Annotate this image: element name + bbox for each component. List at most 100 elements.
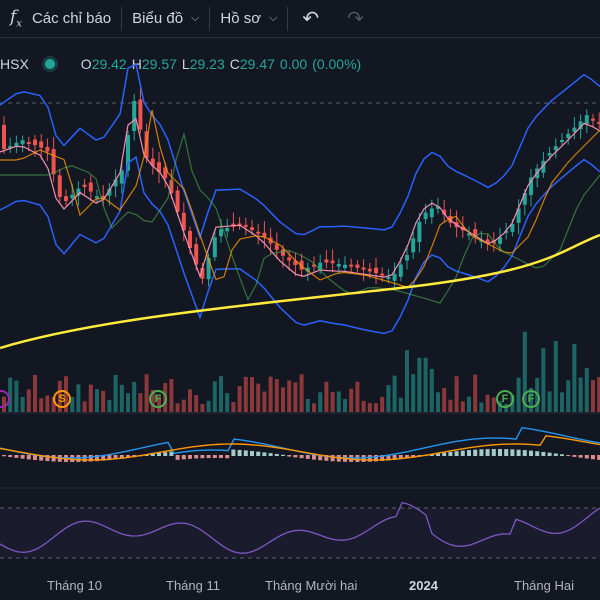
candle-body (212, 237, 217, 258)
candle-body (175, 190, 180, 212)
candle-body (591, 118, 595, 121)
volume-bar (405, 350, 409, 412)
indicators-button[interactable]: fx Các chỉ báo (0, 0, 121, 38)
macd-histogram-bar (541, 451, 546, 456)
candle-body (70, 194, 75, 199)
macd-histogram-bar (8, 455, 13, 458)
redo-button[interactable]: ↷ (333, 0, 378, 38)
macd-histogram-bar (14, 455, 19, 458)
macd-histogram-bar (380, 455, 385, 461)
macd-histogram-bar (436, 453, 440, 456)
macd-pane (0, 427, 600, 462)
bollinger-upper-line (0, 63, 600, 240)
candle-body (367, 268, 372, 272)
candle-body (51, 148, 56, 175)
macd-histogram-bar (312, 455, 316, 460)
macd-histogram-bar (411, 455, 416, 458)
charts-dropdown[interactable]: Biểu đồ ⌵ (122, 0, 209, 38)
profiles-label: Hồ sơ (220, 10, 262, 27)
candle-body (392, 274, 397, 281)
volume-bar (237, 385, 242, 412)
candle-body (39, 141, 44, 148)
volume-bar (572, 343, 577, 412)
candle-body (417, 221, 422, 243)
undo-button[interactable]: ↶ (288, 0, 333, 38)
candle-body (448, 215, 453, 223)
candle-body (541, 160, 546, 173)
macd-histogram-bar (287, 455, 292, 457)
volume-bar (268, 376, 273, 412)
event-marker-f[interactable]: F (496, 390, 514, 408)
macd-histogram-bar (498, 449, 502, 456)
candle-body (553, 146, 558, 151)
volume-bar (169, 379, 174, 412)
ma-long-line (0, 131, 600, 304)
macd-histogram-bar (107, 455, 112, 461)
event-marker-f[interactable]: F (149, 390, 167, 408)
volume-bar (274, 379, 279, 412)
candle-body (256, 231, 261, 234)
macd-histogram-bar (467, 450, 471, 456)
macd-histogram-bar (479, 449, 484, 456)
candle-body (20, 140, 25, 145)
candle-body (293, 260, 298, 266)
macd-histogram-bar (45, 455, 50, 462)
candle-body (324, 259, 329, 263)
volume-bar (324, 381, 329, 412)
event-marker[interactable] (0, 390, 10, 408)
candle-body (281, 249, 285, 256)
toolbar-divider (121, 6, 123, 31)
volume-bar (411, 374, 416, 412)
macd-histogram-bar (231, 449, 236, 456)
candle-body (243, 224, 248, 227)
macd-histogram-bar (324, 455, 329, 461)
candle-body (163, 167, 168, 179)
time-axis-label: 2024 (409, 578, 438, 593)
volume-bar (20, 396, 25, 412)
macd-histogram-bar (157, 452, 161, 456)
event-marker-s[interactable]: S (53, 390, 71, 408)
price-chart-canvas[interactable] (0, 38, 600, 578)
macd-histogram-bar (256, 451, 261, 456)
volume-bar (392, 375, 397, 412)
volume-bar (553, 341, 558, 412)
candle-body (584, 115, 589, 125)
profiles-dropdown[interactable]: Hồ sơ ⌵ (210, 0, 287, 38)
macd-histogram-bar (429, 454, 434, 456)
candle-body (423, 212, 428, 220)
volume-bar (107, 400, 112, 412)
macd-histogram-bar (566, 455, 571, 457)
chart-grid (0, 102, 600, 559)
undo-icon: ↶ (302, 8, 320, 30)
volume-bar (516, 377, 521, 412)
candle-body (318, 262, 323, 270)
macd-histogram-bar (504, 449, 509, 456)
candle-body (132, 100, 137, 131)
ma-medium-line (0, 109, 600, 289)
high-label: H (131, 56, 142, 72)
macd-histogram-bar (101, 455, 106, 461)
symbol-label: HSX (0, 56, 29, 72)
rsi-line (0, 501, 600, 554)
volume-bar (231, 401, 236, 412)
candle-body (88, 182, 93, 192)
macd-histogram-bar (318, 455, 323, 461)
volume-bar (429, 368, 434, 412)
candle-body (380, 273, 385, 276)
macd-histogram-bar (560, 454, 564, 456)
volume-bar (262, 391, 267, 412)
volume-bar (219, 376, 223, 412)
candle-body (498, 237, 502, 244)
macd-histogram-bar (305, 455, 310, 459)
event-marker-f[interactable]: F (522, 390, 540, 408)
macd-histogram-bar (88, 455, 93, 462)
open-label: O (80, 56, 92, 72)
candle-body (361, 267, 366, 270)
macd-histogram-bar (51, 455, 56, 462)
macd-histogram-bar (20, 455, 25, 459)
candle-body (138, 99, 143, 130)
volume-bar (355, 381, 360, 412)
volume-bar (436, 392, 440, 412)
macd-histogram-bar (225, 455, 230, 459)
candle-body (504, 230, 509, 233)
